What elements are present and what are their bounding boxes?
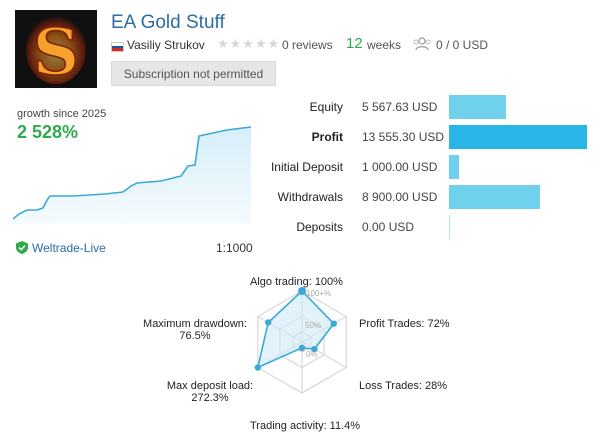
radar-point (254, 364, 262, 371)
stat-value-equity: 5 567.63 USD (362, 100, 438, 114)
stat-label-deposits: Deposits (296, 220, 343, 234)
radar-point (298, 344, 306, 352)
radar-point (265, 319, 272, 326)
radar-label-max-drawdown: Maximum drawdown: 76.5% (140, 318, 250, 342)
russia-flag-icon (111, 42, 124, 52)
radar-label-max-deposit-load-value: 272.3% (191, 392, 229, 404)
growth-label: growth since 2025 (17, 108, 107, 120)
logo-letter: S (33, 15, 79, 88)
stat-bar-deposits (449, 215, 450, 239)
verified-shield-icon (16, 241, 28, 259)
reviews-count[interactable]: 0 reviews (282, 38, 333, 52)
radar-label-max-drawdown-title: Maximum drawdown: (143, 318, 247, 330)
growth-value: 2 528% (17, 122, 79, 142)
stat-label-withdrawals: Withdrawals (277, 190, 343, 204)
stat-label-profit: Profit (311, 130, 343, 144)
stat-value-deposits: 0.00 USD (362, 220, 415, 234)
radar-label-loss-trades: Loss Trades: 28% (359, 380, 448, 392)
radar-label-max-drawdown-value: 76.5% (179, 330, 211, 342)
author-link[interactable]: Vasiliy Strukov (127, 38, 205, 52)
radar-label-trading-activity: Trading activity: 11.4% (250, 420, 361, 432)
radar-label-profit-trades: Profit Trades: 72% (359, 318, 450, 330)
weeks-number: 12 (346, 35, 363, 52)
radar-scale-50: 50% (305, 321, 321, 330)
stat-label-equity: Equity (309, 100, 343, 114)
radar-label-algo: Algo trading: 100% (250, 276, 343, 288)
stat-value-withdrawals: 8 900.00 USD (362, 190, 438, 204)
stat-bar-profit (449, 125, 587, 149)
weeks-label: weeks (367, 38, 402, 52)
stat-bar-equity (449, 95, 506, 119)
rating-stars: ★★★★★ (217, 36, 281, 51)
radar-scale-100: 100+% (306, 289, 331, 298)
signal-logo: S (15, 10, 97, 88)
radar-point (330, 320, 338, 327)
growth-area (13, 127, 251, 224)
radar-point (311, 345, 318, 353)
growth-chart[interactable] (13, 120, 253, 224)
stat-value-initial-deposit: 1 000.00 USD (362, 160, 438, 174)
subscribers-icon (413, 37, 431, 56)
stat-label-initial-deposit: Initial Deposit (270, 160, 343, 174)
leverage-value: 1:1000 (216, 241, 253, 255)
stat-bar-withdrawals (449, 185, 540, 209)
signal-title[interactable]: EA Gold Stuff (111, 12, 225, 33)
subscription-button[interactable]: Subscription not permitted (111, 61, 276, 86)
radar-label-max-deposit-load-title: Max deposit load: (166, 380, 254, 392)
radar-chart: 100+% 50% 0% (254, 287, 347, 394)
radar-label-max-deposit-load: Max deposit load: 272.3% (160, 380, 260, 404)
growth-line (13, 126, 252, 220)
radar-scale-0: 0% (306, 350, 318, 359)
radar-point (298, 287, 306, 295)
subscribers-value: 0 / 0 USD (436, 38, 489, 52)
stat-bar-initial-deposit (449, 155, 459, 179)
stat-value-profit: 13 555.30 USD (362, 130, 445, 144)
broker-server-link[interactable]: Weltrade-Live (32, 241, 106, 255)
